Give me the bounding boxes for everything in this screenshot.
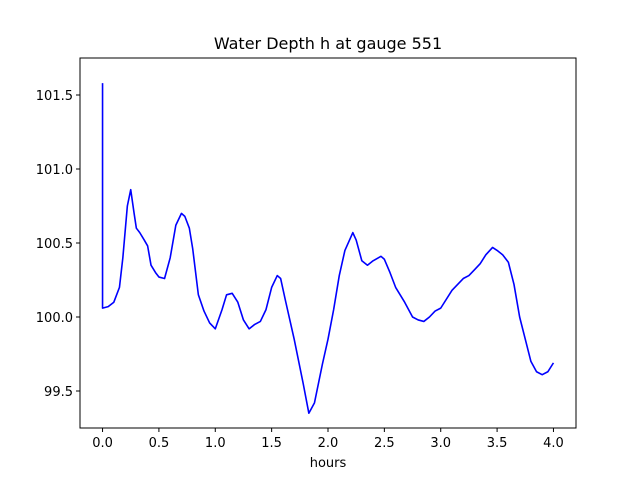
y-axis: 99.5 100.0 100.5 101.0 101.5	[36, 89, 80, 400]
x-axis: 0.0 0.5 1.0 1.5 2.0 2.5 3.0 3.5 4.0	[92, 428, 564, 451]
x-tick-label: 2.5	[374, 436, 395, 451]
x-tick-label: 0.5	[149, 436, 170, 451]
x-tick-label: 1.0	[205, 436, 226, 451]
y-tick-label: 99.5	[44, 385, 73, 400]
series-line-0	[101, 83, 555, 415]
y-tick-label: 100.5	[36, 237, 73, 252]
x-tick-label: 3.0	[430, 436, 451, 451]
x-tick-label: 3.5	[487, 436, 508, 451]
y-tick-label: 101.5	[36, 89, 73, 104]
plot-frame	[79, 57, 577, 429]
plot-area	[101, 83, 555, 415]
y-tick-label: 101.0	[36, 163, 73, 178]
x-axis-label: hours	[310, 456, 347, 471]
x-tick-label: 0.0	[92, 436, 113, 451]
x-tick-label: 2.0	[318, 436, 339, 451]
x-tick-label: 1.5	[261, 436, 282, 451]
x-tick-label: 4.0	[543, 436, 564, 451]
chart-title: Water Depth h at gauge 551	[214, 34, 442, 53]
y-tick-label: 100.0	[36, 311, 73, 326]
